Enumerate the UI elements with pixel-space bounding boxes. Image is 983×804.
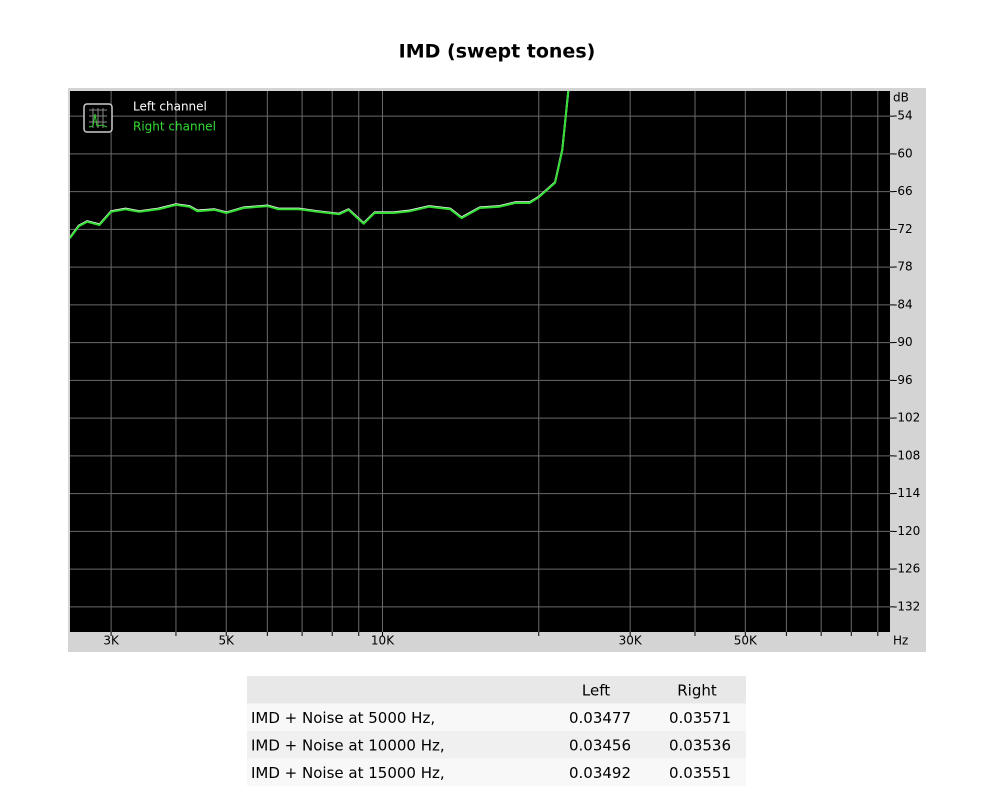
y-tick-label: -90 [893, 335, 913, 349]
y-tick-label: -102 [893, 411, 920, 425]
column-header: Left [582, 681, 610, 699]
table: Left Right IMD + Noise at 5000 Hz, 0.03477 0… [247, 676, 746, 786]
x-tick-label: 5K [218, 634, 235, 648]
cell-value: 0.03456 [569, 736, 631, 754]
grid [70, 91, 890, 632]
plot-area [70, 91, 890, 632]
x-tick-label: 30K [619, 634, 643, 648]
y-tick-label: -60 [893, 146, 913, 160]
column-header: Right [677, 681, 717, 699]
cell-value: 0.03492 [569, 764, 631, 782]
row-label: IMD + Noise at 15000 Hz, [251, 764, 445, 782]
legend-label: Right channel [133, 120, 216, 134]
y-tick-label: -108 [893, 448, 920, 462]
cell-value: 0.03551 [669, 764, 731, 782]
x-tick-label: 10K [371, 634, 395, 648]
table-row-bg [247, 703, 746, 731]
y-tick-label: -66 [893, 184, 913, 198]
y-axis-label: dB [893, 91, 909, 105]
x-tick-label: 3K [103, 634, 120, 648]
cell-value: 0.03536 [669, 736, 731, 754]
y-tick-label: -78 [893, 260, 913, 274]
y-tick-label: -126 [893, 562, 920, 576]
x-tick-label: 50K [734, 634, 758, 648]
cell-value: 0.03571 [669, 709, 731, 727]
legend-label: Left channel [133, 100, 207, 114]
row-label: IMD + Noise at 10000 Hz, [251, 736, 445, 754]
series-line [70, 91, 570, 239]
table-row-bg [247, 731, 746, 759]
cell-value: 0.03477 [569, 709, 631, 727]
legend-icon [83, 103, 113, 133]
y-tick-label: -72 [893, 222, 913, 236]
lines [70, 91, 570, 239]
x-axis-label: Hz [893, 634, 908, 648]
y-tick-label: -120 [893, 524, 920, 538]
row-label: IMD + Noise at 5000 Hz, [251, 709, 435, 727]
y-tick-label: -132 [893, 599, 920, 613]
table-header-bg [247, 676, 746, 704]
chart-title: IMD (swept tones) [399, 41, 596, 63]
y-tick-label: -84 [893, 297, 913, 311]
y-tick-label: -114 [893, 486, 920, 500]
table-row-bg [247, 758, 746, 786]
y-tick-label: -96 [893, 373, 913, 387]
y-tick-label: -54 [893, 109, 913, 123]
